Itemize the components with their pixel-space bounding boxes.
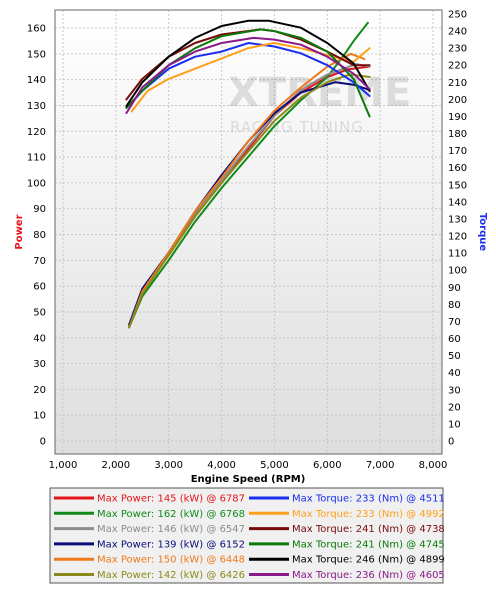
watermark-line1: XTREME	[228, 70, 411, 116]
y-left-tick-label: 80	[33, 230, 46, 241]
x-tick-label: 4,000	[207, 460, 236, 471]
y-left-tick-label: 140	[27, 75, 46, 86]
x-tick-label: 2,000	[102, 460, 131, 471]
torque-series-line	[125, 19, 371, 108]
y-left-tick-label: 10	[33, 411, 46, 422]
y-right-tick-label: 120	[448, 232, 467, 243]
y-right-tick-labels: 0 10 20 30 40 50 60 70 80 90 100 110 120 130 140 150 160…	[448, 10, 467, 448]
y-right-tick-label: 150	[448, 180, 467, 191]
y-right-tick-label: 140	[448, 197, 467, 208]
y-right-tick-label: 30	[448, 385, 461, 396]
y-right-tick-label: 190	[448, 112, 467, 123]
torque-series-line	[125, 36, 371, 115]
x-tick-label: 7,000	[366, 460, 395, 471]
plot-border	[54, 9, 443, 455]
y-left-tick-label: 60	[33, 282, 46, 293]
y-right-tick-label: 20	[448, 402, 461, 413]
x-tick-label: 3,000	[154, 460, 183, 471]
y-right-tick-label: 210	[448, 78, 467, 89]
legend-label-torque: Max Torque: 241 (Nm) @ 4738	[292, 524, 445, 535]
legend-label-power: Max Power: 146 (kW) @ 6547	[97, 524, 245, 535]
y-right-tick-label: 250	[448, 10, 467, 21]
series-lines	[125, 19, 371, 329]
y-left-tick-label: 100	[27, 178, 46, 189]
y-right-tick-label: 90	[448, 283, 461, 294]
y-left-tick-label: 40	[33, 333, 46, 344]
y-right-tick-label: 40	[448, 368, 461, 379]
y-left-tick-label: 110	[27, 153, 46, 164]
legend: Max Power: 145 (kW) @ 6787 Max Power: 162…	[54, 494, 445, 581]
y-left-tick-label: 0	[40, 437, 46, 448]
y-left-tick-labels: 0 10 20 30 40 50 60 70 80 90 100 110 120 130 140 150 160	[27, 24, 46, 448]
torque-series-line	[130, 42, 371, 113]
watermark-line2: RACING TUNING	[230, 118, 364, 136]
legend-label-torque: Max Torque: 246 (Nm) @ 4899	[292, 555, 445, 566]
y-left-tick-label: 150	[27, 49, 46, 60]
y-left-tick-label: 120	[27, 127, 46, 138]
plot-area	[55, 10, 442, 454]
x-tick-label: 6,000	[313, 460, 342, 471]
x-axis-label: Engine Speed (RPM)	[191, 474, 306, 485]
y-right-tick-label: 0	[448, 437, 454, 448]
legend-label-torque: Max Torque: 241 (Nm) @ 4745	[292, 539, 445, 550]
y-right-tick-label: 130	[448, 214, 467, 225]
legend-label-power: Max Power: 145 (kW) @ 6787	[97, 494, 245, 505]
legend-label-power: Max Power: 162 (kW) @ 6768	[97, 509, 245, 520]
x-tick-label: 8,000	[419, 460, 448, 471]
y-right-tick-label: 110	[448, 249, 467, 260]
legend-label-torque: Max Torque: 233 (Nm) @ 4992	[292, 509, 445, 520]
y-left-tick-label: 20	[33, 385, 46, 396]
y-axis-right-label: Torque	[477, 213, 488, 252]
legend-label-power: Max Power: 139 (kW) @ 6152	[97, 539, 245, 550]
y-left-tick-label: 90	[33, 204, 46, 215]
y-left-tick-label: 50	[33, 307, 46, 318]
y-right-tick-label: 80	[448, 300, 461, 311]
legend-box	[49, 487, 444, 584]
y-right-tick-label: 220	[448, 61, 467, 72]
grid	[55, 10, 442, 454]
legend-label-torque: Max Torque: 236 (Nm) @ 4605	[292, 570, 445, 581]
legend-label-power: Max Power: 150 (kW) @ 6448	[97, 555, 245, 566]
y-right-tick-label: 230	[448, 44, 467, 55]
y-right-tick-label: 200	[448, 95, 467, 106]
y-right-tick-label: 170	[448, 146, 467, 157]
y-right-tick-label: 180	[448, 129, 467, 140]
y-right-tick-label: 60	[448, 334, 461, 345]
power-series-line	[128, 73, 371, 329]
y-left-tick-label: 160	[27, 24, 46, 35]
torque-series-line	[125, 42, 371, 109]
y-right-tick-label: 50	[448, 351, 461, 362]
y-axis-left-label: Power	[14, 214, 25, 249]
y-left-tick-label: 130	[27, 101, 46, 112]
y-right-tick-label: 10	[448, 419, 461, 430]
x-tick-label: 5,000	[260, 460, 289, 471]
x-tick-labels: 1,000 2,000 3,000 4,000 5,000 6,000 7,000 8,000	[49, 460, 448, 471]
y-left-tick-label: 30	[33, 359, 46, 370]
legend-label-power: Max Power: 142 (kW) @ 6426	[97, 570, 245, 581]
y-right-tick-label: 70	[448, 317, 461, 328]
power-series-line	[128, 21, 369, 329]
legend-label-torque: Max Torque: 233 (Nm) @ 4511	[292, 494, 445, 505]
y-right-tick-label: 100	[448, 266, 467, 277]
y-right-tick-label: 240	[448, 27, 467, 38]
x-tick-label: 1,000	[49, 460, 78, 471]
y-left-tick-label: 70	[33, 256, 46, 267]
y-right-tick-label: 160	[448, 163, 467, 174]
